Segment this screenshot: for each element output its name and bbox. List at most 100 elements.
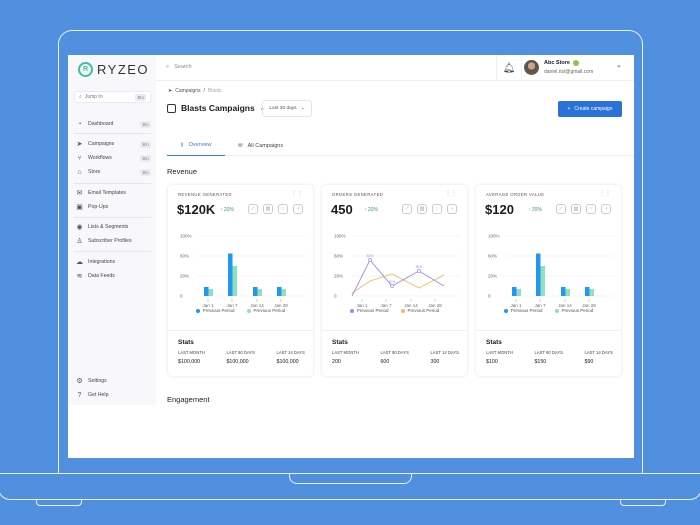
y-tick-label: 0 bbox=[334, 294, 337, 299]
scatter-chart-icon[interactable]: ⁘ bbox=[432, 204, 442, 214]
sidebar-item-dashboard[interactable]: ◔ Dashboard ⌘D bbox=[74, 118, 151, 130]
bar bbox=[516, 289, 521, 296]
jump-to-input[interactable]: ⌕ Jump to ⌘S bbox=[74, 91, 151, 103]
bar bbox=[565, 289, 570, 296]
series-line bbox=[351, 259, 445, 297]
legend-swatch bbox=[246, 308, 251, 313]
divider bbox=[74, 217, 151, 218]
laptop-foot bbox=[620, 499, 666, 506]
dashboard-icon: ◔ bbox=[77, 120, 82, 128]
change-indicator: ↑ 20% bbox=[220, 207, 234, 213]
chart: 100% 60% 20% 0 Jan 1 Jan 7 Jan 14 Jan 28 52% 10% 3… bbox=[334, 234, 460, 307]
mail-icon: ✉ bbox=[76, 190, 83, 197]
legend: Previous Period Previous Period bbox=[476, 308, 621, 313]
bar bbox=[204, 287, 209, 296]
stat-value: 600 bbox=[380, 359, 390, 365]
stat: LAST 90 DAYS 600 bbox=[380, 350, 408, 365]
logo[interactable]: R RYZEO bbox=[78, 62, 149, 77]
sidebar-item-subscriber-profiles[interactable]: ♙ Subscriber Profiles bbox=[74, 235, 151, 247]
legend-item: Previous Period bbox=[554, 308, 594, 313]
drag-handle-icon[interactable]: ⋮⋮ bbox=[291, 191, 303, 197]
plus-icon: + bbox=[567, 106, 571, 112]
legend-label: Previous Period bbox=[561, 308, 594, 313]
chevron-down-icon[interactable]: ⌄ bbox=[616, 62, 622, 69]
metric-value: $120K bbox=[177, 202, 216, 217]
sidebar-item-integrations[interactable]: ☁ Integrations bbox=[74, 256, 151, 268]
avatar[interactable] bbox=[524, 60, 539, 75]
legend-item: Previous Period bbox=[503, 308, 543, 313]
bell-icon[interactable]: 🔔︎ bbox=[496, 55, 522, 81]
stat: LAST 14 DAYS $100,000 bbox=[277, 350, 305, 365]
stat: LAST MONTH 200 bbox=[332, 350, 359, 365]
sidebar-item-label: Lists & Segments bbox=[88, 224, 129, 230]
sidebar-item-label: Store bbox=[88, 169, 101, 175]
stat-value: $100,000 bbox=[226, 359, 249, 365]
legend-item: Previous Period bbox=[349, 308, 389, 313]
bar bbox=[561, 287, 566, 296]
page-title[interactable]: Blasts Campaigns ⌄ bbox=[167, 103, 265, 113]
x-tick-label: Jan 14 bbox=[250, 303, 264, 307]
shortcut-badge: ⌘D bbox=[140, 140, 151, 148]
metric-value: $120 bbox=[485, 202, 514, 217]
legend-item: Previous Period bbox=[246, 308, 285, 313]
pie-chart-icon[interactable]: ◔ bbox=[447, 204, 457, 214]
y-tick-label: 20% bbox=[488, 274, 497, 279]
sidebar-item-lists-segments[interactable]: ◉ Lists & Segments bbox=[74, 221, 151, 233]
create-campaign-button[interactable]: + Create campaign bbox=[558, 101, 622, 117]
sidebar-item-settings[interactable]: ⚙ Settings bbox=[74, 375, 151, 387]
breadcrumb-campaigns[interactable]: Campaigns bbox=[175, 88, 201, 94]
line-chart-icon[interactable]: ⟋ bbox=[402, 204, 412, 214]
scatter-chart-icon[interactable]: ⁘ bbox=[278, 204, 288, 214]
scatter-chart-icon[interactable]: ⁘ bbox=[586, 204, 596, 214]
drag-handle-icon[interactable]: ⋮⋮ bbox=[445, 191, 457, 197]
pie-chart-icon[interactable]: ◔ bbox=[601, 204, 611, 214]
page-title-text: Blasts Campaigns bbox=[181, 103, 255, 113]
bar-chart-icon[interactable]: ▥ bbox=[571, 204, 581, 214]
create-campaign-label: Create campaign bbox=[574, 106, 613, 112]
drag-handle-icon[interactable]: ⋮⋮ bbox=[599, 191, 611, 197]
x-tick-label: Jan 28 bbox=[274, 303, 288, 307]
tab-label: All Campaigns bbox=[247, 142, 284, 149]
sidebar-item-label: Dashboard bbox=[88, 121, 114, 127]
data-label: 52% bbox=[366, 254, 373, 258]
line-chart-icon[interactable]: ⟋ bbox=[556, 204, 566, 214]
legend-swatch bbox=[349, 308, 354, 313]
bar-chart-icon[interactable]: ▥ bbox=[417, 204, 427, 214]
sidebar: R RYZEO ⌕ Jump to ⌘S ◔ Dashboard ⌘D ➤ Campaigns… bbox=[68, 55, 156, 405]
sidebar-item-pop-ups[interactable]: ▣ Pop-Ups bbox=[74, 201, 151, 213]
line-chart-icon[interactable]: ⟋ bbox=[248, 204, 258, 214]
tab-overview[interactable]: ⫫ Overview bbox=[167, 135, 225, 156]
stats-title: Stats bbox=[332, 339, 348, 346]
popup-icon: ▣ bbox=[76, 204, 83, 211]
sidebar-item-help[interactable]: ? Get Help bbox=[74, 389, 151, 401]
sidebar-item-email-templates[interactable]: ✉ Email Templates bbox=[74, 187, 151, 199]
pie-chart-icon[interactable]: ◔ bbox=[293, 204, 303, 214]
sidebar-item-store[interactable]: ⌂ Store ⌘D bbox=[74, 166, 151, 178]
shortcut-badge: ⌘D bbox=[140, 168, 151, 176]
x-tick-label: Jan 14 bbox=[404, 303, 418, 307]
y-tick-label: 60% bbox=[488, 254, 497, 259]
tab-all-campaigns[interactable]: ✉ All Campaigns bbox=[238, 135, 283, 156]
bar bbox=[540, 266, 545, 296]
sidebar-item-workflows[interactable]: ⑂ Workflows ⌘D bbox=[74, 152, 151, 164]
metric-card: AVERAGE ORDER VALUE ⋮⋮ $120 ↑ 20% ⟋ ▥ ⁘ ◔ 1… bbox=[476, 185, 621, 376]
sidebar-item-data-feeds[interactable]: ≋ Data Feeds bbox=[74, 270, 151, 282]
user-icon: ♙ bbox=[76, 238, 83, 245]
date-range-value: Last 30 days bbox=[269, 106, 297, 111]
sidebar-item-label: Integrations bbox=[88, 259, 116, 265]
stat-value: $100,000 bbox=[276, 359, 299, 365]
sidebar-item-label: Pop-Ups bbox=[88, 204, 109, 210]
arrow-up-icon: ↑ bbox=[364, 207, 368, 213]
shortcut-badge: ⌘D bbox=[140, 154, 151, 162]
stat-value: $90 bbox=[584, 359, 594, 365]
search-input[interactable]: ⌕ Search bbox=[166, 64, 192, 71]
sidebar-item-campaigns[interactable]: ➤ Campaigns ⌘D bbox=[74, 138, 151, 150]
legend-label: Previous Period bbox=[202, 308, 235, 313]
divider bbox=[74, 251, 151, 252]
search-icon: ⌕ bbox=[79, 94, 82, 100]
bar bbox=[281, 289, 286, 296]
bar-chart-icon[interactable]: ▥ bbox=[263, 204, 273, 214]
label: Get Help bbox=[88, 392, 109, 398]
date-range-select[interactable]: Last 30 days ⌄ bbox=[262, 100, 312, 117]
tab-label: Overview bbox=[188, 142, 212, 148]
